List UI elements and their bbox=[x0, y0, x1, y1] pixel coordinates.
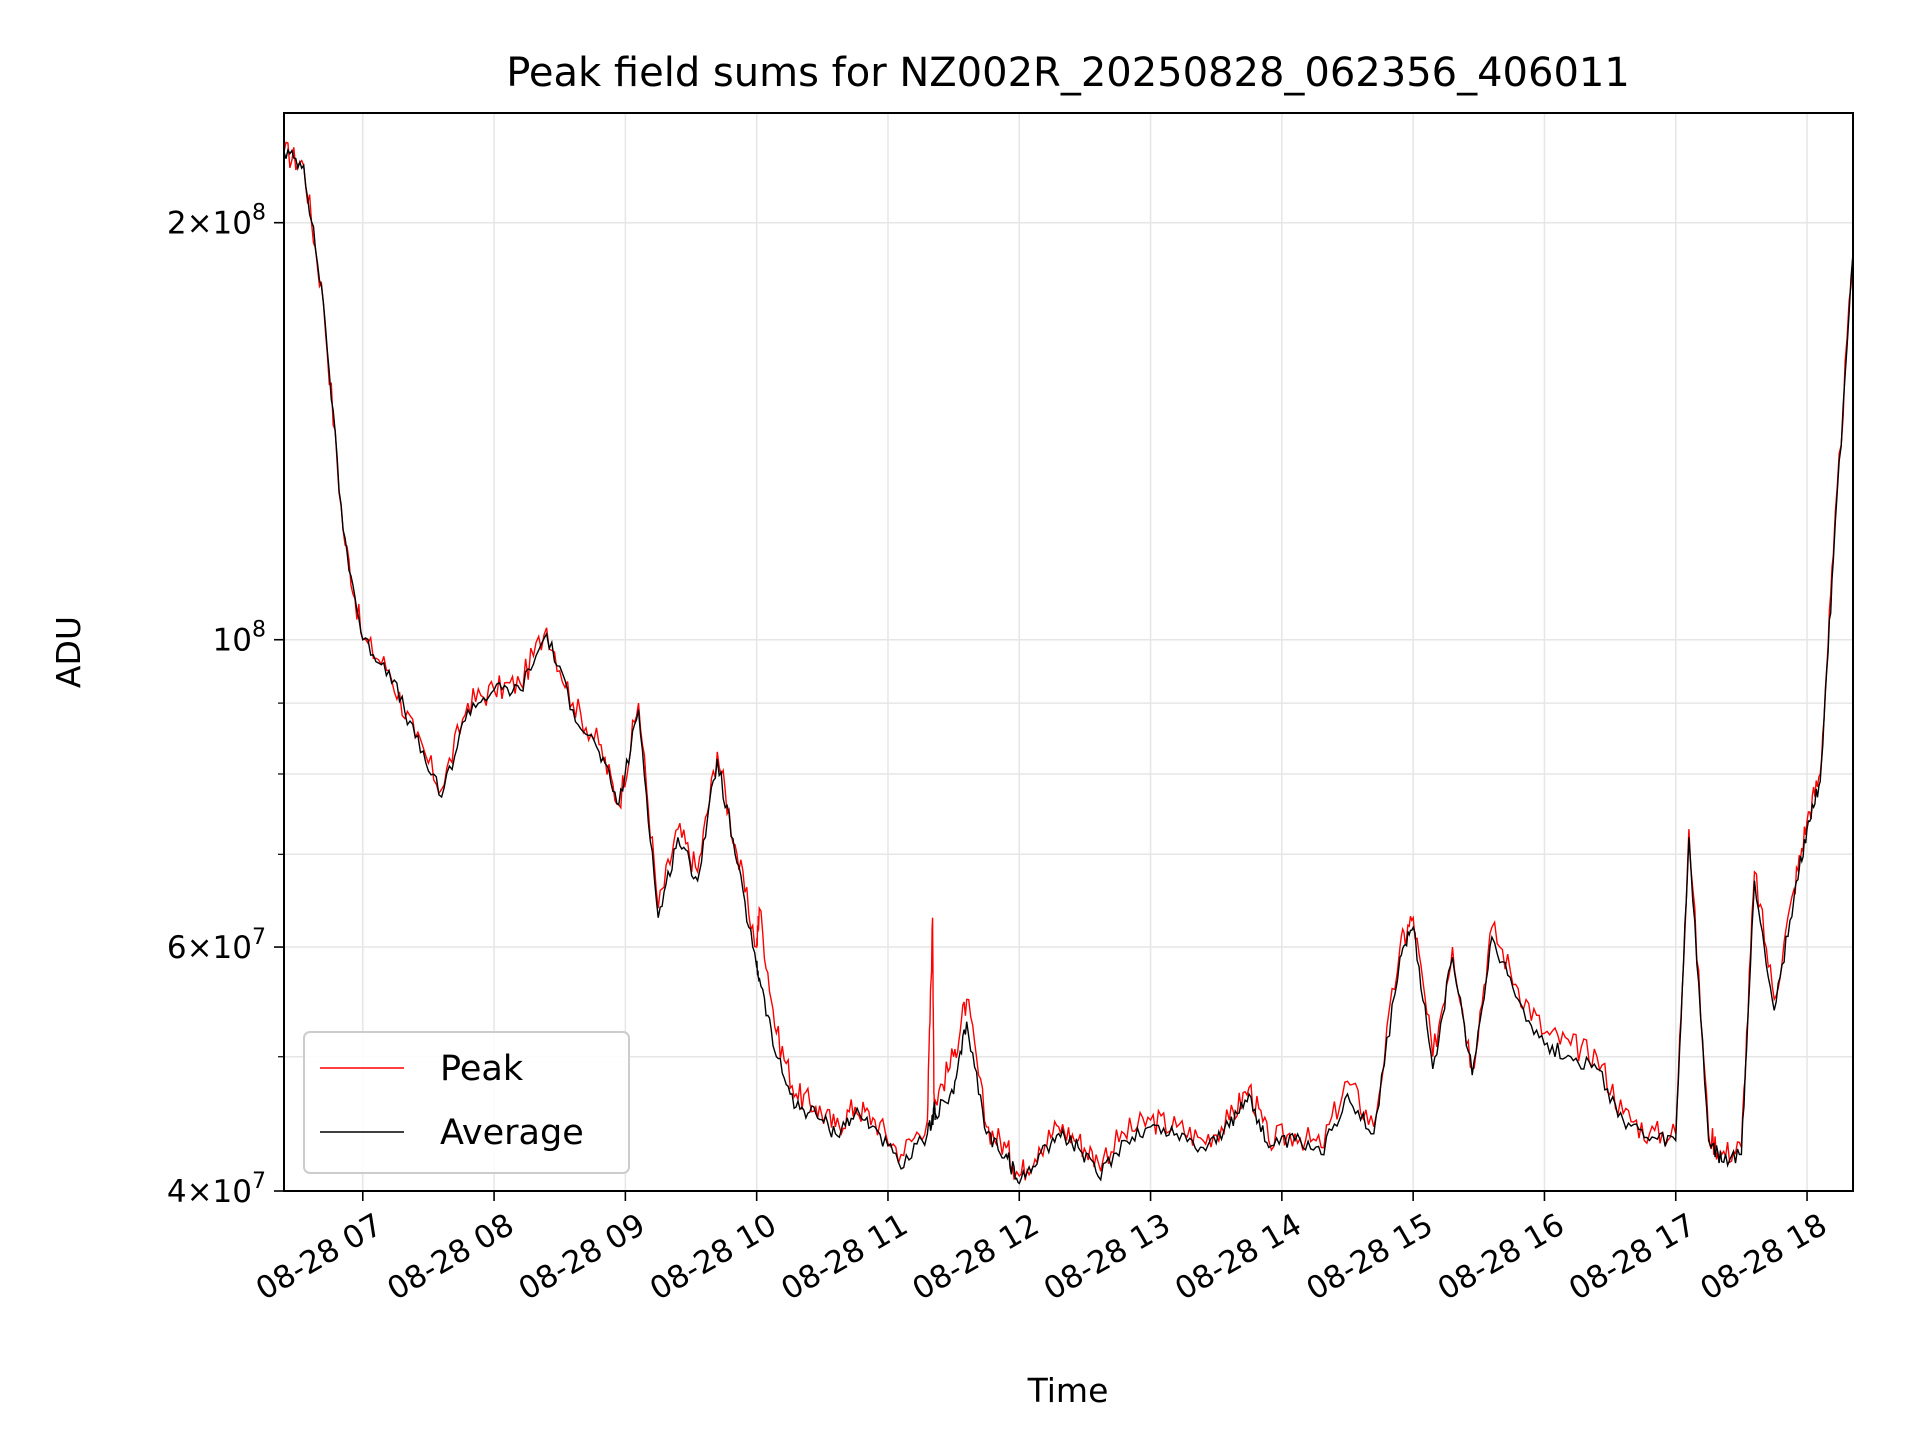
y-tick-label: 6×107 bbox=[167, 925, 266, 966]
series-line-peak bbox=[283, 141, 1854, 1181]
series-line-average bbox=[283, 148, 1854, 1185]
legend-label-peak: Peak bbox=[440, 1049, 524, 1089]
plot-frame bbox=[283, 112, 1854, 1192]
y-axis-label: ADU bbox=[49, 616, 88, 688]
legend-label-average: Average bbox=[440, 1113, 584, 1153]
y-tick-label: 108 bbox=[213, 618, 266, 659]
y-tick-label: 4×107 bbox=[167, 1169, 266, 1210]
y-axis-ticks: 4×107 6×107 108 2×108 bbox=[167, 201, 284, 1210]
series-layer bbox=[283, 141, 1854, 1185]
y-tick-label: 2×108 bbox=[167, 201, 266, 242]
legend: Peak Average bbox=[303, 1031, 630, 1174]
chart-title: Peak field sums for NZ002R_20250828_0623… bbox=[506, 50, 1630, 96]
x-axis-label: Time bbox=[1027, 1371, 1109, 1410]
